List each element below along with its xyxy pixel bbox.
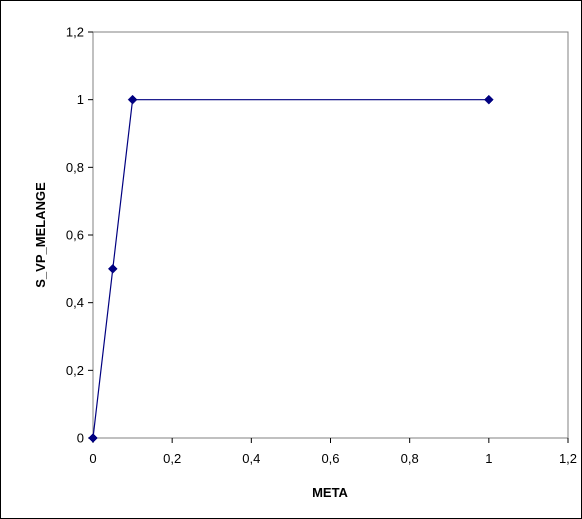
x-axis-title: META xyxy=(312,485,348,500)
data-point xyxy=(127,94,138,105)
plot-area xyxy=(92,31,569,439)
data-point xyxy=(107,263,118,274)
data-point xyxy=(88,433,98,443)
y-tick-label: 0,6 xyxy=(66,228,84,243)
y-tick-label: 0,4 xyxy=(66,295,84,310)
x-tick-label: 1 xyxy=(485,451,492,466)
y-tick-label: 0 xyxy=(77,431,84,446)
series-line xyxy=(92,99,489,439)
x-tick-label: 0,2 xyxy=(163,451,181,466)
data-point xyxy=(483,94,494,105)
y-axis-ticks: 0 0,2 0,4 0,6 0,8 1 1,2 xyxy=(66,25,93,446)
x-tick-label: 0,6 xyxy=(321,451,339,466)
x-tick-label: 0,8 xyxy=(401,451,419,466)
x-axis-ticks: 0 0,2 0,4 0,6 0,8 1 1,2 xyxy=(89,438,577,466)
y-tick-label: 1,2 xyxy=(66,25,84,40)
x-tick-label: 0,4 xyxy=(242,451,260,466)
x-tick-label: 0 xyxy=(89,451,96,466)
y-tick-label: 0,8 xyxy=(66,160,84,175)
y-tick-label: 0,2 xyxy=(66,363,84,378)
series xyxy=(88,94,494,443)
y-tick-label: 1 xyxy=(77,92,84,107)
x-tick-label: 1,2 xyxy=(559,451,577,466)
y-axis-title: S_VP_MELANGE xyxy=(33,182,48,288)
